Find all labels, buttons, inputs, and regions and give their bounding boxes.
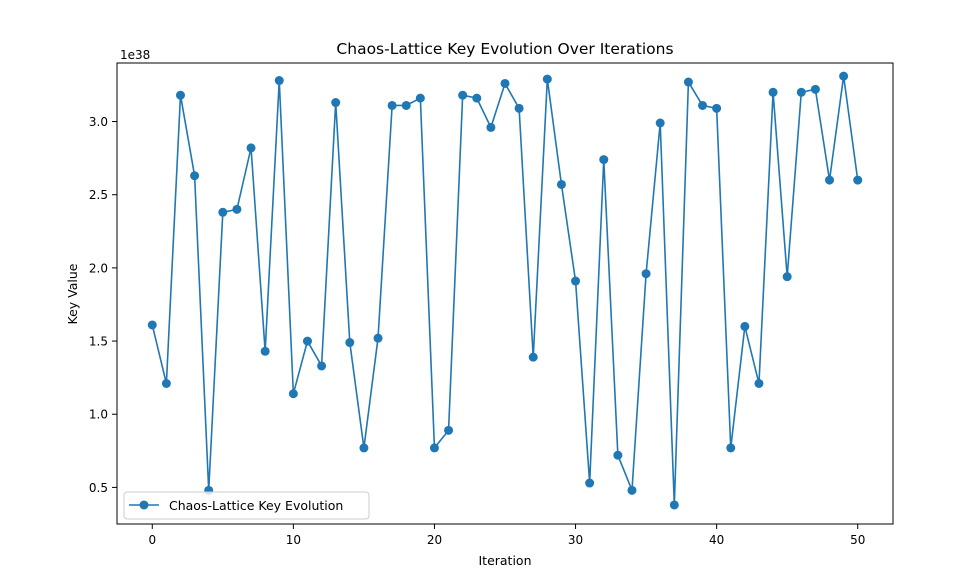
data-point	[768, 87, 778, 97]
data-point	[796, 87, 806, 97]
data-point	[853, 175, 863, 185]
plot-area-frame	[116, 62, 894, 525]
data-point	[246, 143, 256, 153]
data-point	[472, 93, 482, 103]
y-axis: 0.5 1.0 1.5 2.0 2.5 3.0	[89, 115, 117, 495]
data-point	[698, 100, 708, 110]
data-point	[260, 346, 270, 356]
data-point	[345, 338, 355, 348]
data-point	[274, 76, 284, 86]
data-point	[825, 175, 835, 185]
y-tick-label: 2.5	[89, 188, 108, 202]
data-point	[599, 155, 609, 165]
data-point	[655, 118, 665, 128]
y-tick-label: 2.0	[89, 261, 108, 275]
data-point	[147, 320, 157, 330]
plot-content	[147, 71, 863, 510]
data-point	[528, 352, 538, 362]
data-point	[754, 379, 764, 389]
data-point	[627, 485, 637, 495]
legend-label: Chaos-Lattice Key Evolution	[169, 498, 343, 513]
legend-marker-swatch	[139, 500, 149, 510]
chart-title: Chaos-Lattice Key Evolution Over Iterati…	[336, 40, 673, 58]
data-point	[218, 207, 228, 217]
x-tick-label: 30	[568, 533, 583, 547]
x-tick-label: 40	[709, 533, 724, 547]
data-point	[585, 478, 595, 488]
data-point	[712, 103, 722, 113]
x-tick-label: 0	[148, 533, 156, 547]
data-point	[810, 84, 820, 94]
data-point	[161, 379, 171, 389]
data-point	[175, 90, 185, 100]
x-axis-label: Iteration	[478, 553, 531, 568]
data-point	[556, 179, 566, 189]
data-point	[726, 443, 736, 453]
data-point	[401, 100, 411, 110]
data-point	[429, 443, 439, 453]
y-tick-label: 0.5	[89, 481, 108, 495]
x-tick-label: 50	[850, 533, 865, 547]
data-point	[190, 171, 200, 181]
data-point	[613, 450, 623, 460]
data-point	[317, 361, 327, 371]
data-point	[373, 333, 383, 343]
data-point	[359, 443, 369, 453]
data-point	[641, 269, 651, 279]
y-tick-label: 1.5	[89, 335, 108, 349]
data-point	[458, 90, 468, 100]
data-point	[542, 74, 552, 84]
y-tick-label: 1.0	[89, 408, 108, 422]
data-point	[232, 204, 242, 214]
data-point	[486, 122, 496, 132]
data-point	[500, 78, 510, 88]
x-tick-label: 10	[286, 533, 301, 547]
y-axis-label: Key Value	[65, 263, 80, 324]
data-point	[740, 321, 750, 331]
data-point	[839, 71, 849, 81]
data-point	[669, 500, 679, 510]
data-point	[288, 389, 298, 399]
data-point	[415, 93, 425, 103]
data-point	[683, 77, 693, 87]
legend: Chaos-Lattice Key Evolution	[123, 491, 370, 520]
y-offset-label: 1e38	[120, 48, 150, 62]
data-point	[782, 272, 792, 282]
data-point	[571, 276, 581, 286]
x-axis: 0 10 20 30 40 50	[148, 524, 865, 547]
data-point	[514, 103, 524, 113]
data-point	[444, 425, 454, 435]
legend-box	[123, 491, 370, 520]
data-point	[331, 98, 341, 108]
x-tick-label: 20	[427, 533, 442, 547]
data-point	[387, 100, 397, 110]
data-point	[302, 336, 312, 346]
y-tick-label: 3.0	[89, 115, 108, 129]
